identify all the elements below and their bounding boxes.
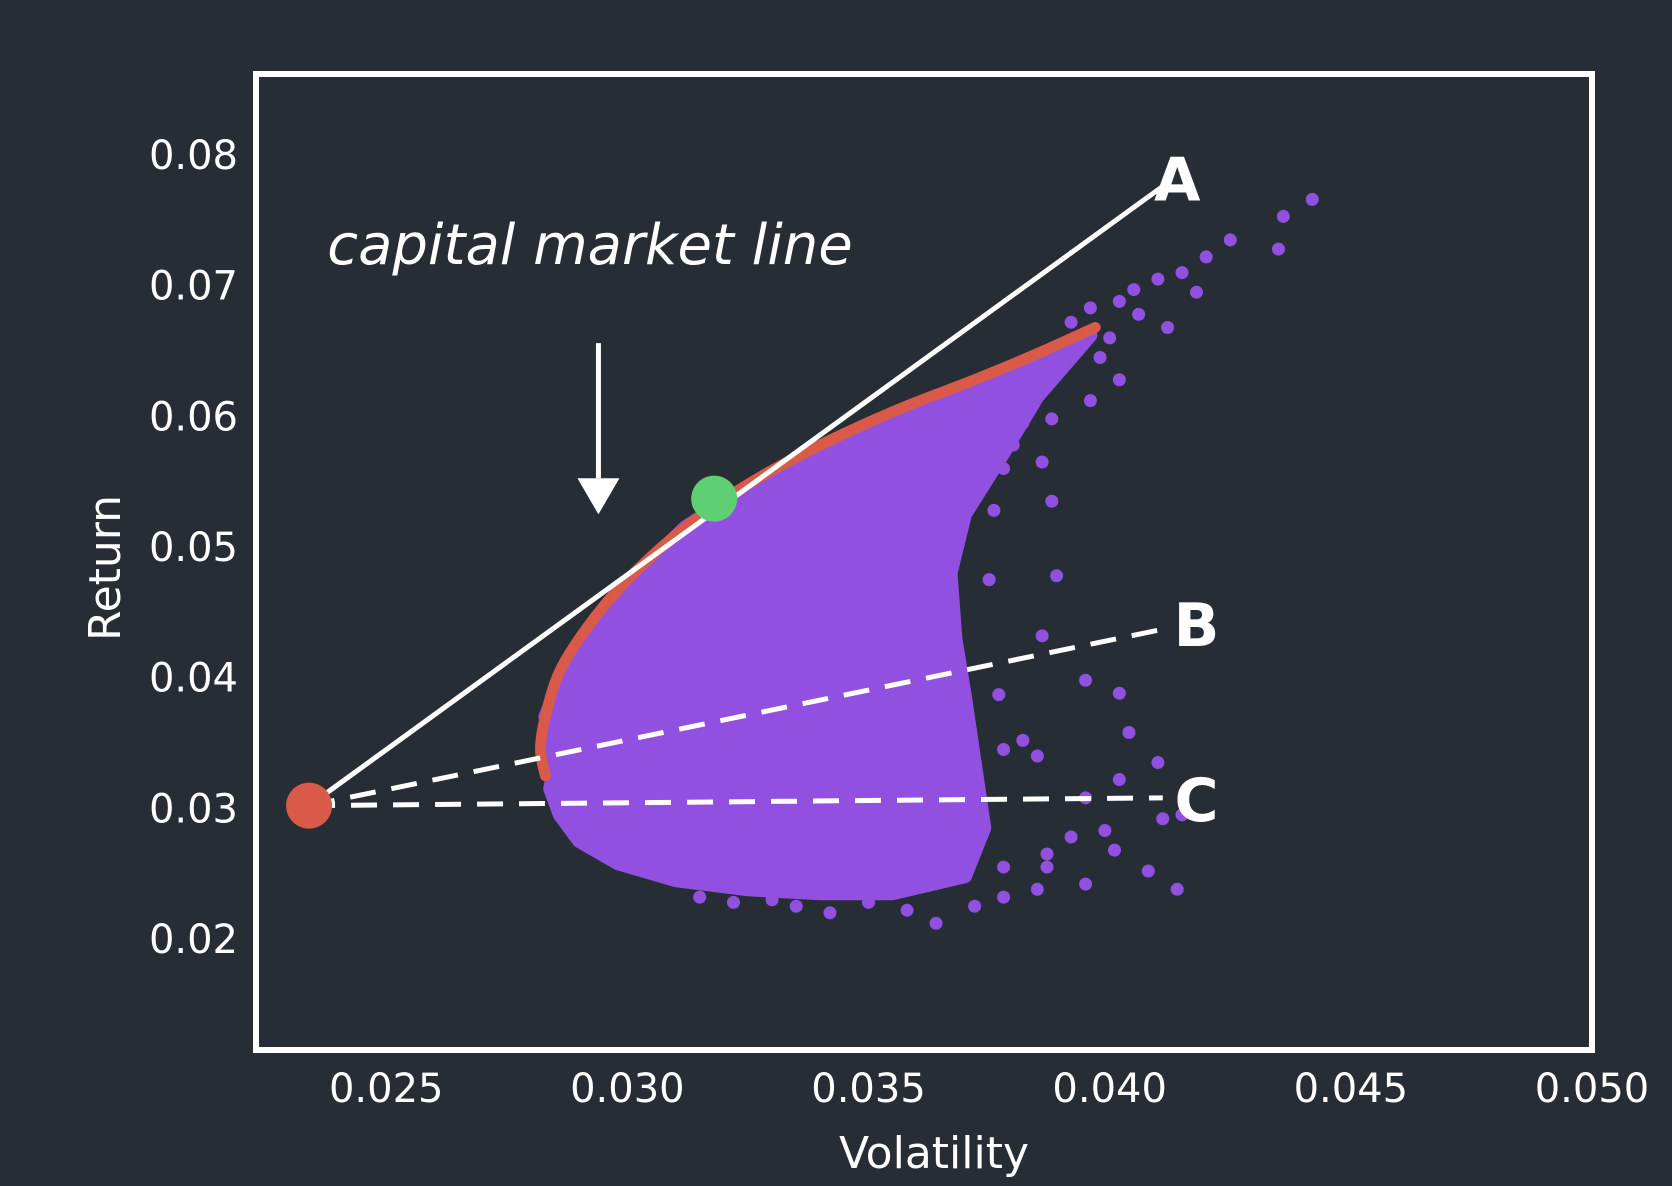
portfolio-point	[1050, 569, 1064, 583]
y-tick-label: 0.04	[149, 656, 238, 702]
risk-free-point	[286, 782, 333, 829]
portfolio-point	[1161, 320, 1175, 334]
portfolio-point	[982, 573, 996, 587]
portfolio-point	[765, 893, 779, 907]
allocation-lines-layer: A B C	[307, 146, 1220, 836]
portfolio-point	[1276, 209, 1290, 223]
portfolio-point	[1064, 830, 1078, 844]
allocation-line-c	[309, 795, 1163, 809]
portfolio-point	[1098, 823, 1112, 837]
x-tick-label: 0.050	[1535, 1066, 1650, 1112]
portfolio-point	[1156, 812, 1170, 826]
tangency-point	[691, 475, 738, 522]
portfolio-point	[1016, 416, 1030, 430]
portfolio-cloud	[538, 192, 1319, 930]
highlight-points-layer	[286, 475, 738, 829]
portfolio-point	[929, 916, 943, 930]
capital-market-line-annotation: capital market line	[327, 213, 852, 278]
portfolio-point	[900, 903, 914, 917]
portfolio-point	[1103, 331, 1117, 345]
x-axis-ticks: 0.025 0.030 0.035 0.040 0.045 0.050	[329, 1066, 1649, 1112]
line-label-c: C	[1174, 766, 1218, 836]
y-tick-label: 0.06	[149, 394, 238, 440]
allocation-line-b	[308, 626, 1164, 809]
portfolio-cloud-body	[538, 328, 1098, 901]
y-tick-label: 0.05	[149, 525, 238, 571]
portfolio-point	[987, 503, 1001, 517]
portfolio-point	[789, 899, 803, 913]
portfolio-point	[1112, 773, 1126, 787]
portfolio-point	[1175, 266, 1189, 280]
portfolio-point	[1006, 438, 1020, 452]
portfolio-point	[1141, 864, 1155, 878]
line-label-b: B	[1174, 591, 1220, 661]
y-tick-label: 0.07	[149, 264, 238, 310]
portfolio-point	[1079, 673, 1093, 687]
portfolio-point	[1040, 860, 1054, 874]
portfolio-point	[1170, 882, 1184, 896]
portfolio-point	[1151, 272, 1165, 286]
portfolio-point	[997, 890, 1011, 904]
portfolio-point	[1016, 733, 1030, 747]
y-axis-label: Return	[80, 495, 131, 641]
portfolio-point	[1271, 242, 1285, 256]
x-tick-label: 0.035	[811, 1066, 926, 1112]
plot-frame	[253, 71, 1595, 1053]
x-tick-label: 0.045	[1294, 1066, 1409, 1112]
portfolio-point	[1045, 412, 1059, 426]
portfolio-point	[1045, 494, 1059, 508]
portfolio-point	[1064, 315, 1078, 329]
x-axis-label: Volatility	[839, 1128, 1029, 1179]
portfolio-point	[1035, 629, 1049, 643]
portfolio-point	[1190, 285, 1204, 299]
portfolio-point	[1112, 373, 1126, 387]
portfolio-point	[1093, 351, 1107, 365]
portfolio-point	[1112, 294, 1126, 308]
portfolio-point	[726, 895, 740, 909]
y-tick-label: 0.08	[149, 133, 238, 179]
portfolio-point	[1151, 756, 1165, 770]
portfolio-point	[997, 860, 1011, 874]
x-tick-label: 0.030	[570, 1066, 685, 1112]
portfolio-point	[1223, 233, 1237, 247]
x-tick-label: 0.025	[329, 1066, 444, 1112]
portfolio-point	[968, 477, 982, 491]
line-label-a: A	[1154, 146, 1201, 216]
portfolio-point	[1108, 843, 1122, 857]
portfolio-point	[1127, 283, 1141, 297]
y-axis-ticks: 0.08 0.07 0.06 0.05 0.04 0.03 0.02	[149, 133, 238, 963]
portfolio-point	[1030, 882, 1044, 896]
portfolio-point	[1112, 686, 1126, 700]
portfolio-point	[1175, 808, 1189, 822]
portfolio-point	[1040, 847, 1054, 861]
portfolio-point	[1132, 307, 1146, 321]
portfolio-point	[992, 688, 1006, 702]
portfolio-point	[1305, 192, 1319, 206]
portfolio-point	[693, 890, 707, 904]
portfolio-point	[1122, 726, 1136, 740]
y-tick-label: 0.03	[149, 786, 238, 832]
portfolio-point	[1083, 394, 1097, 408]
portfolio-point	[1030, 749, 1044, 763]
annotation-arrow-head	[577, 478, 620, 515]
portfolio-point	[1083, 301, 1097, 315]
portfolio-point	[1035, 455, 1049, 469]
annotation-arrow	[577, 343, 620, 515]
portfolio-point	[862, 895, 876, 909]
portfolio-point	[968, 899, 982, 913]
portfolio-point	[823, 906, 837, 920]
x-tick-label: 0.040	[1052, 1066, 1167, 1112]
y-tick-label: 0.02	[149, 917, 238, 963]
portfolio-point	[997, 742, 1011, 756]
portfolio-point	[1079, 877, 1093, 891]
portfolio-point	[1199, 250, 1213, 264]
portfolio-point	[997, 462, 1011, 476]
